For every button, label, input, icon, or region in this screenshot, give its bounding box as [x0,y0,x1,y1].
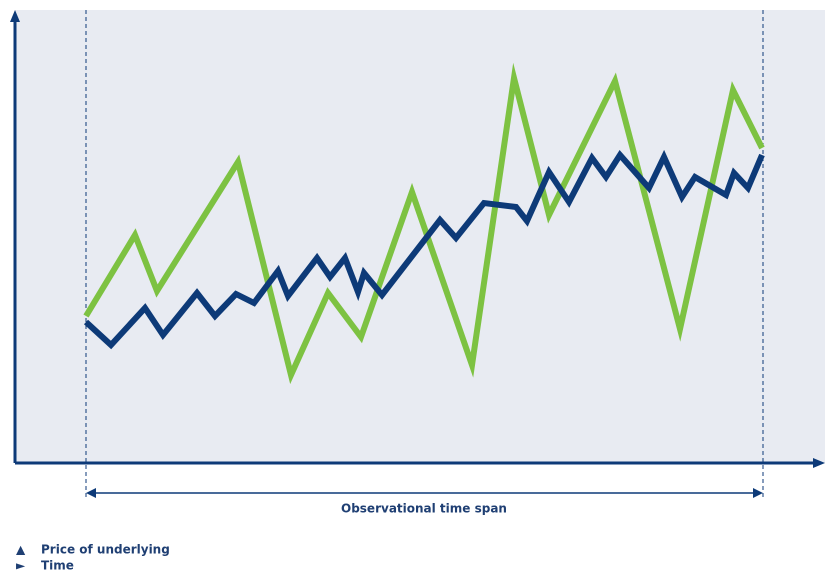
series-line [83,62,765,385]
legend-label: Price of underlying [41,543,170,557]
x-axis-arrow [813,458,825,468]
plot-background [15,10,825,463]
legend-symbol: ► [16,559,26,573]
legend-label: Time [41,559,74,573]
legend-symbol: ▲ [16,543,26,557]
series-line [83,149,765,350]
span-label: Observational time span [341,502,507,516]
y-axis-arrow [10,10,20,22]
